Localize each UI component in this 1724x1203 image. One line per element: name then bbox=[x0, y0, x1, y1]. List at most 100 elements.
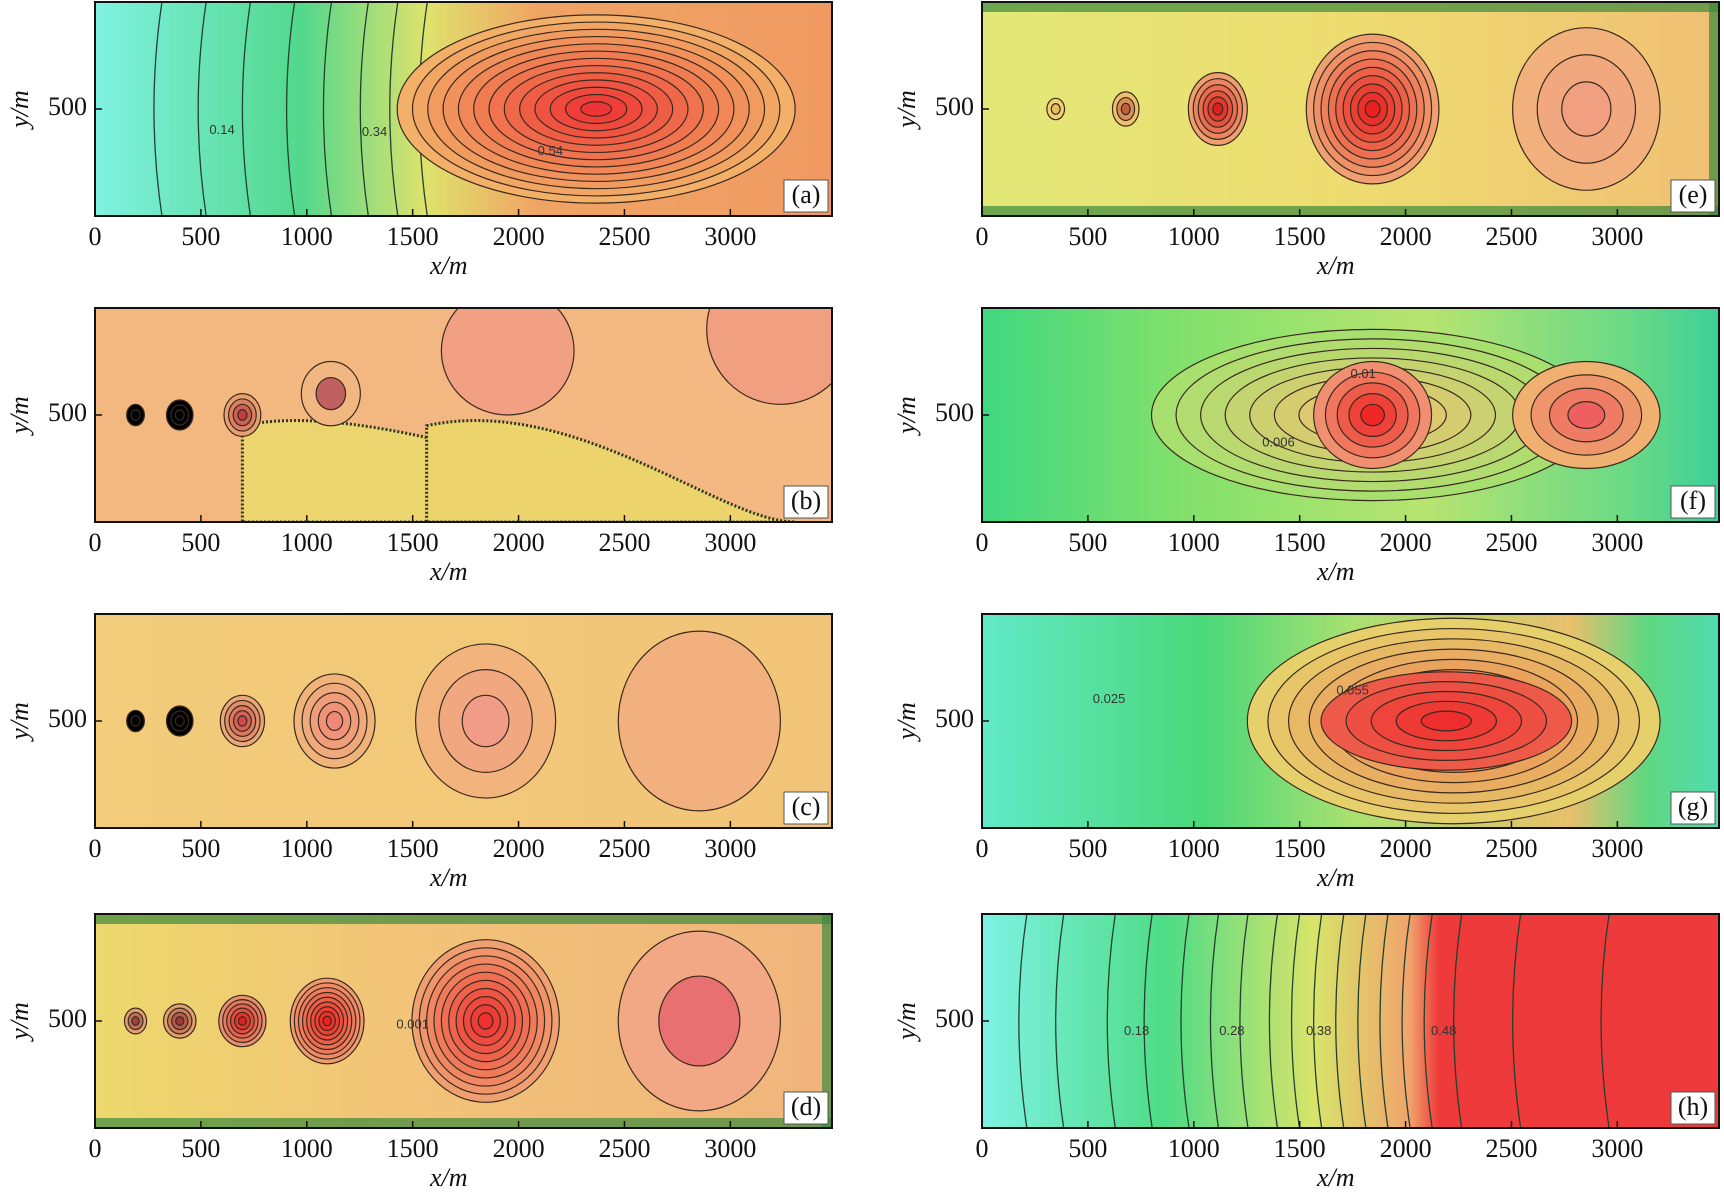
contour-ring bbox=[237, 1016, 247, 1026]
panel-label-box bbox=[1670, 179, 1716, 213]
x-tick-label: 1500 bbox=[1274, 834, 1326, 863]
x-tick-label: 3000 bbox=[704, 834, 756, 863]
x-tick-label: 1000 bbox=[1168, 528, 1220, 557]
contour-ring bbox=[322, 1015, 332, 1027]
panel-label: (g) bbox=[1678, 792, 1708, 821]
x-tick-label: 3000 bbox=[704, 1134, 756, 1163]
contour-field bbox=[982, 914, 1719, 1128]
contour-line bbox=[1209, 914, 1220, 1128]
x-tick-label: 1500 bbox=[1274, 528, 1326, 557]
contour-line bbox=[1423, 914, 1433, 1128]
panel: 0.006 0.01 0 500 1000 1500 2000 2500 3000 500 x/m y… bbox=[892, 307, 1720, 586]
x-tick-label: 2000 bbox=[1380, 528, 1432, 557]
x-tick-label: 2500 bbox=[598, 834, 650, 863]
x-tick-label: 1000 bbox=[281, 1134, 333, 1163]
panel-label-box bbox=[1670, 1091, 1716, 1125]
contour-ring bbox=[130, 715, 141, 727]
panel-label-box bbox=[783, 1091, 829, 1125]
panel: 0.001 0 500 1000 1500 2000 2500 3000 500 x/m y/m (d… bbox=[5, 913, 833, 1192]
contour-field bbox=[982, 2, 1719, 216]
contour-field bbox=[95, 2, 832, 216]
contour-line bbox=[322, 2, 333, 216]
x-tick-label: 3000 bbox=[1591, 528, 1643, 557]
contour-ring bbox=[477, 1012, 494, 1030]
x-tick-label: 1500 bbox=[387, 834, 439, 863]
contour-ring bbox=[325, 710, 344, 732]
edge-band bbox=[95, 914, 832, 924]
x-tick-label: 2000 bbox=[493, 222, 545, 251]
x-tick-label: 500 bbox=[1068, 222, 1107, 251]
x-axis-label: x/m bbox=[1316, 863, 1355, 892]
x-tick-label: 2000 bbox=[493, 834, 545, 863]
contour-line bbox=[1401, 914, 1411, 1128]
panel: 0 500 1000 1500 2000 2500 3000 500 x/m y/m (c) bbox=[5, 613, 833, 892]
y-axis-label: y/m bbox=[5, 396, 34, 437]
contour-ring bbox=[1120, 102, 1131, 116]
x-tick-label: 0 bbox=[89, 528, 102, 557]
contour-ring bbox=[174, 715, 185, 727]
x-tick-label: 2500 bbox=[1485, 528, 1537, 557]
x-tick-label: 1000 bbox=[1168, 834, 1220, 863]
contour-ring bbox=[315, 376, 347, 411]
contour-label: 0.38 bbox=[1306, 1023, 1331, 1038]
contour-line bbox=[1239, 914, 1249, 1128]
contour-ring bbox=[1567, 401, 1606, 429]
x-axis-label: x/m bbox=[429, 863, 468, 892]
y-axis-label: y/m bbox=[892, 702, 921, 743]
x-tick-label: 3000 bbox=[1591, 1134, 1643, 1163]
contour-line bbox=[1268, 914, 1279, 1128]
x-tick-label: 2500 bbox=[598, 222, 650, 251]
y-tick-label: 500 bbox=[48, 704, 87, 733]
x-axis-label: x/m bbox=[429, 1163, 468, 1192]
x-tick-label: 3000 bbox=[704, 528, 756, 557]
y-tick-label: 500 bbox=[935, 398, 974, 427]
x-axis-label: x/m bbox=[1316, 557, 1355, 586]
x-tick-label: 500 bbox=[181, 1134, 220, 1163]
x-tick-label: 1500 bbox=[1274, 222, 1326, 251]
contour-line bbox=[1290, 914, 1301, 1128]
contour-field bbox=[982, 308, 1719, 522]
x-tick-label: 2000 bbox=[493, 1134, 545, 1163]
contour-line bbox=[359, 2, 369, 216]
edge-band bbox=[982, 2, 1719, 12]
contour-label: 0.006 bbox=[1262, 434, 1295, 449]
contour-line bbox=[286, 2, 296, 216]
y-tick-label: 500 bbox=[935, 92, 974, 121]
contour-label: 0.01 bbox=[1351, 366, 1376, 381]
contour-label: 0.14 bbox=[209, 122, 234, 137]
x-tick-label: 500 bbox=[1068, 834, 1107, 863]
contour-field bbox=[95, 914, 832, 1128]
x-tick-label: 0 bbox=[89, 1134, 102, 1163]
panel-label-box bbox=[783, 485, 829, 519]
contour-ring bbox=[131, 1016, 140, 1026]
contour-ring bbox=[1360, 403, 1386, 427]
contour-label: 0.54 bbox=[538, 143, 563, 158]
x-tick-label: 1000 bbox=[281, 834, 333, 863]
contour-ring bbox=[706, 308, 832, 405]
y-axis-label: y/m bbox=[5, 1002, 34, 1043]
x-axis-label: x/m bbox=[1316, 1163, 1355, 1192]
contour-label: 0.001 bbox=[396, 1017, 429, 1032]
contour-line bbox=[1379, 914, 1389, 1128]
contour-ring bbox=[580, 101, 613, 117]
contour-ring bbox=[237, 409, 248, 421]
y-axis-label: y/m bbox=[892, 90, 921, 131]
contour-line bbox=[1512, 914, 1522, 1128]
x-tick-label: 2500 bbox=[1485, 222, 1537, 251]
contour-ring bbox=[440, 308, 575, 416]
x-tick-label: 1500 bbox=[1274, 1134, 1326, 1163]
x-tick-label: 2500 bbox=[598, 1134, 650, 1163]
x-tick-label: 500 bbox=[181, 834, 220, 863]
contour-band bbox=[425, 419, 796, 522]
panel-label-box bbox=[783, 791, 829, 825]
panel-label: (e) bbox=[1679, 180, 1708, 209]
x-tick-label: 1000 bbox=[1168, 222, 1220, 251]
panel-label: (d) bbox=[791, 1092, 821, 1121]
contour-line bbox=[1106, 914, 1116, 1128]
edge-band bbox=[982, 206, 1719, 216]
x-tick-label: 500 bbox=[1068, 1134, 1107, 1163]
x-tick-label: 1000 bbox=[281, 222, 333, 251]
panel-label-box bbox=[1670, 791, 1716, 825]
contour-line bbox=[1018, 914, 1028, 1128]
contour-line bbox=[153, 2, 163, 216]
